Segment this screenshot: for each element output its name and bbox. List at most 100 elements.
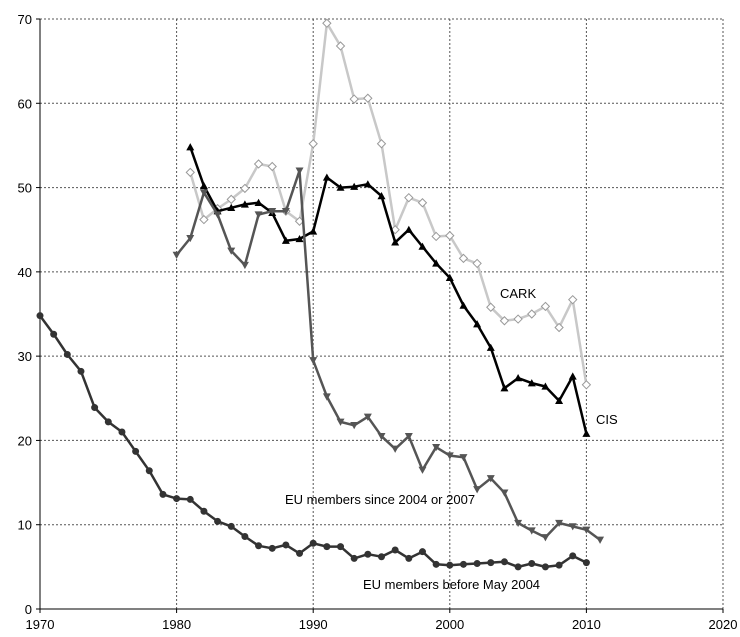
data-point [91, 404, 99, 412]
data-point [405, 554, 413, 562]
data-point [199, 189, 208, 197]
data-point [391, 546, 399, 554]
annotation-eu-new-members: EU members since 2004 or 2007 [285, 492, 475, 507]
data-point [227, 247, 236, 255]
data-point [527, 309, 537, 319]
data-point [459, 454, 468, 462]
data-point [417, 198, 428, 208]
data-point [445, 452, 454, 460]
data-point [582, 526, 591, 534]
data-point [459, 301, 468, 309]
data-point [376, 139, 387, 149]
data-point [227, 522, 235, 530]
data-point [555, 561, 563, 569]
data-point [104, 418, 112, 426]
data-point [281, 207, 290, 216]
data-point [172, 251, 181, 259]
data-point [541, 563, 549, 571]
x-tick-label: 1990 [299, 617, 328, 632]
data-point [63, 350, 71, 358]
series-cark [185, 18, 592, 390]
data-point [132, 447, 140, 455]
x-tick-label: 2000 [435, 617, 464, 632]
y-tick-label: 40 [18, 265, 32, 280]
data-point [432, 259, 441, 267]
data-point [377, 433, 386, 441]
data-point [255, 542, 263, 550]
data-point [513, 314, 523, 324]
data-point [445, 273, 454, 281]
data-point [514, 374, 523, 382]
data-point [363, 180, 372, 188]
data-point [254, 211, 263, 219]
data-point [268, 544, 276, 552]
y-tick-label: 20 [18, 433, 32, 448]
data-point [199, 214, 209, 225]
data-point [418, 242, 427, 250]
data-point [391, 238, 400, 246]
data-point [296, 549, 304, 557]
data-point [459, 560, 467, 568]
data-point [322, 173, 331, 181]
data-point [199, 181, 208, 190]
series-layer [36, 18, 605, 571]
data-point [77, 367, 85, 375]
y-tick-label: 10 [18, 518, 32, 533]
data-point [309, 227, 318, 235]
x-tick-label: 2010 [572, 617, 601, 632]
data-point [541, 534, 550, 542]
y-tick-label: 50 [18, 181, 32, 196]
y-tick-label: 0 [25, 602, 32, 617]
data-point [118, 428, 126, 436]
data-point [445, 230, 455, 241]
data-point [200, 507, 208, 515]
data-point [322, 393, 331, 401]
data-point [308, 139, 318, 149]
data-point [527, 527, 536, 535]
x-tick-label: 1970 [26, 617, 55, 632]
data-point [145, 467, 153, 475]
tick-labels: 1970 1980 1990 2000 2010 2020 0 10 20 30 40 50 60 70 [18, 12, 738, 632]
data-point [363, 93, 373, 103]
data-point [281, 236, 290, 244]
data-point [569, 552, 577, 560]
data-point [473, 320, 482, 328]
grid-lines [40, 18, 724, 609]
data-point [404, 192, 414, 203]
data-point [596, 536, 605, 544]
data-point [214, 517, 222, 525]
data-point [337, 543, 345, 551]
data-point [500, 384, 509, 392]
data-point [391, 445, 400, 453]
data-point [582, 559, 590, 567]
data-point [473, 559, 481, 567]
data-point [159, 490, 167, 498]
data-point [500, 489, 509, 497]
data-point [378, 553, 385, 561]
data-point [486, 343, 495, 351]
data-point [350, 182, 359, 190]
series-eu-members-before-may-2004 [36, 312, 590, 571]
data-point [322, 18, 332, 28]
data-point [295, 167, 304, 175]
data-point [486, 475, 495, 483]
data-point [568, 372, 577, 380]
annotation-cark: CARK [500, 286, 536, 301]
data-point [323, 543, 331, 551]
data-point [418, 466, 427, 474]
data-point [486, 302, 496, 312]
data-point [581, 380, 592, 390]
data-point [377, 192, 386, 200]
data-point [528, 559, 536, 567]
data-point [309, 539, 317, 547]
data-point [254, 198, 263, 206]
data-point [446, 561, 454, 569]
data-point [240, 183, 250, 194]
data-point [514, 519, 523, 528]
data-point [282, 541, 290, 549]
data-point [268, 207, 277, 216]
data-point [404, 433, 413, 441]
series-eu-members-since-2004-or-2007 [172, 167, 605, 544]
data-point [364, 550, 372, 558]
data-point [336, 183, 345, 191]
